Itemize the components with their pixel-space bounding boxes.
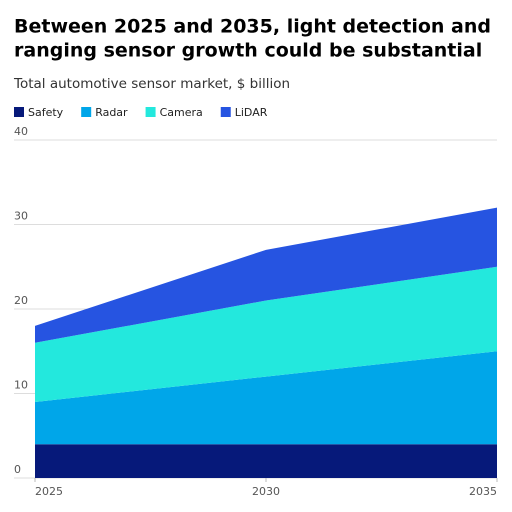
y-tick-label: 30	[14, 210, 28, 223]
area	[35, 444, 497, 478]
area	[35, 207, 497, 343]
x-tick-label: 2030	[252, 485, 280, 498]
legend-label: Safety	[28, 106, 64, 119]
legend-swatch	[14, 107, 24, 117]
y-tick-label: 20	[14, 294, 28, 307]
legend-swatch	[81, 107, 92, 117]
area	[35, 351, 497, 445]
legend-label: Camera	[160, 106, 203, 119]
legend-swatch	[220, 107, 231, 117]
legend-swatch	[145, 107, 156, 117]
x-tick-label: 2025	[35, 485, 63, 498]
chart-subtitle: Total automotive sensor market, $ billio…	[13, 76, 290, 92]
legend-label: Radar	[95, 106, 128, 119]
y-tick-label: 0	[14, 463, 21, 476]
legend-label: LiDAR	[235, 106, 268, 119]
chart-title: Between 2025 and 2035, light detection a…	[14, 16, 491, 38]
y-tick-label: 10	[14, 379, 28, 392]
y-tick-label: 40	[14, 125, 28, 138]
x-tick-label: 2035	[469, 485, 497, 498]
area	[35, 266, 497, 402]
chart-title: ranging sensor growth could be substanti…	[14, 40, 482, 62]
